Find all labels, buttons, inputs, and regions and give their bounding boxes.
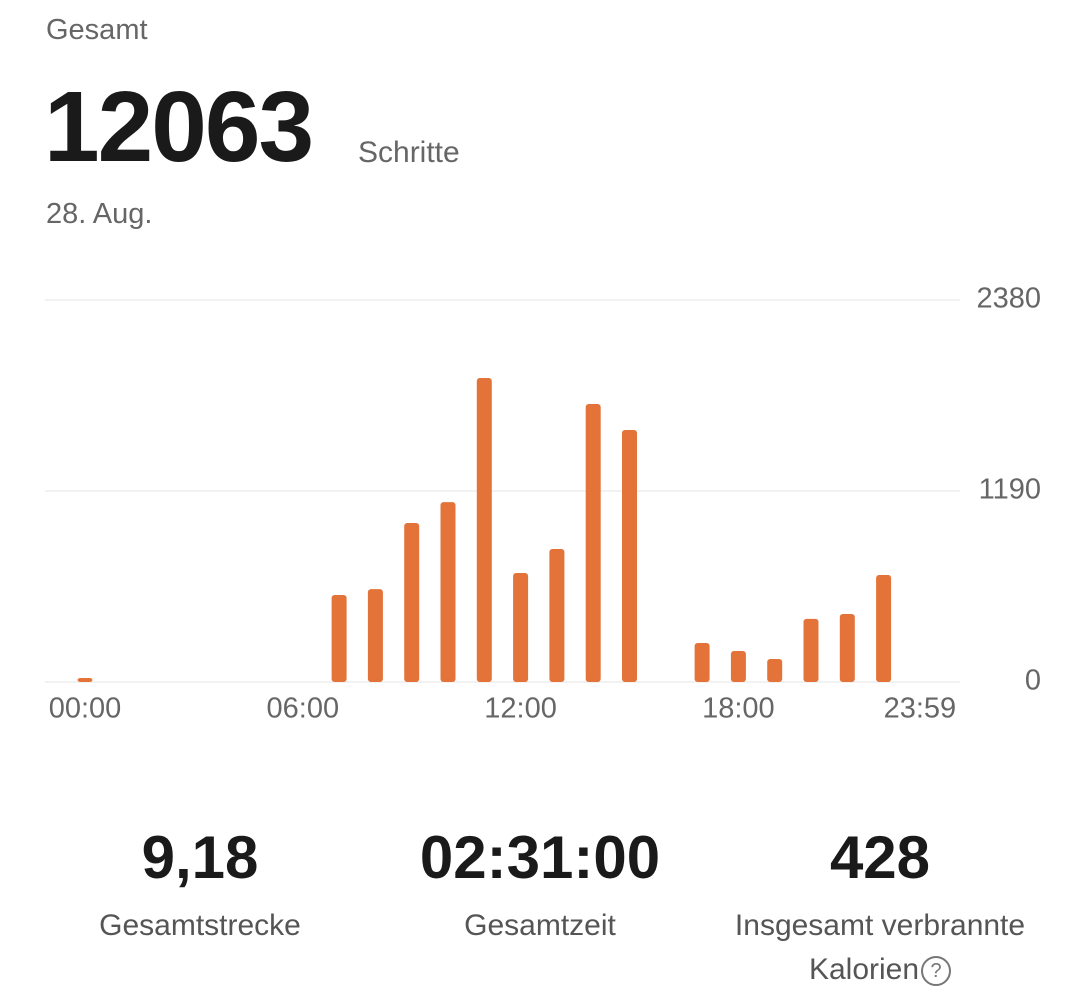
date: 28. Aug.	[46, 198, 153, 230]
bar	[331, 595, 347, 682]
x-tick-label: 00:00	[49, 693, 122, 725]
bar	[622, 430, 637, 682]
x-tick-label: 18:00	[702, 693, 775, 725]
stat-value: 9,18	[141, 824, 259, 891]
help-icon[interactable]: ?	[921, 956, 952, 987]
x-tick-label: 12:00	[484, 693, 557, 725]
bar	[876, 574, 892, 682]
bar	[730, 651, 746, 682]
stat: 9,18 Gesamtstrecke	[30, 822, 370, 948]
stat-label-text: Insgesamt verbrannte Kalorien	[734, 909, 1026, 986]
x-tick-label: 23:59	[884, 693, 957, 725]
unit: Schritte	[358, 136, 460, 169]
title: Gesamt	[46, 14, 148, 46]
total-steps: 12063	[44, 71, 314, 183]
stat-value: 02:31:00	[419, 824, 661, 891]
bar	[440, 502, 456, 682]
bar	[367, 589, 383, 682]
bar	[513, 573, 529, 682]
bar	[585, 404, 601, 682]
stat-label: Gesamtzeit	[464, 909, 616, 942]
bar	[839, 613, 855, 682]
stat-label: Gesamtstrecke	[99, 909, 301, 942]
stat: 428 Insgesamt verbrannte Kalorien?	[710, 822, 1050, 992]
chart: 0 1190 2380 00:00 06:00 12:00 18:00 23:59	[45, 283, 1041, 725]
bar	[549, 548, 565, 682]
y-tick-label: 2380	[976, 283, 1041, 315]
bar	[476, 378, 492, 682]
x-tick-label: 06:00	[267, 693, 340, 725]
y-tick-label: 0	[1025, 665, 1041, 697]
y-tick-label: 1190	[979, 474, 1041, 506]
bar	[803, 618, 819, 682]
bar	[694, 642, 710, 682]
bar	[77, 677, 93, 682]
stat-value: 428	[829, 824, 931, 891]
bar	[404, 522, 420, 682]
bar	[767, 659, 783, 682]
stat-label: Insgesamt verbrannte Kalorien?	[710, 904, 1050, 992]
stat: 02:31:00 Gesamtzeit	[370, 822, 710, 948]
